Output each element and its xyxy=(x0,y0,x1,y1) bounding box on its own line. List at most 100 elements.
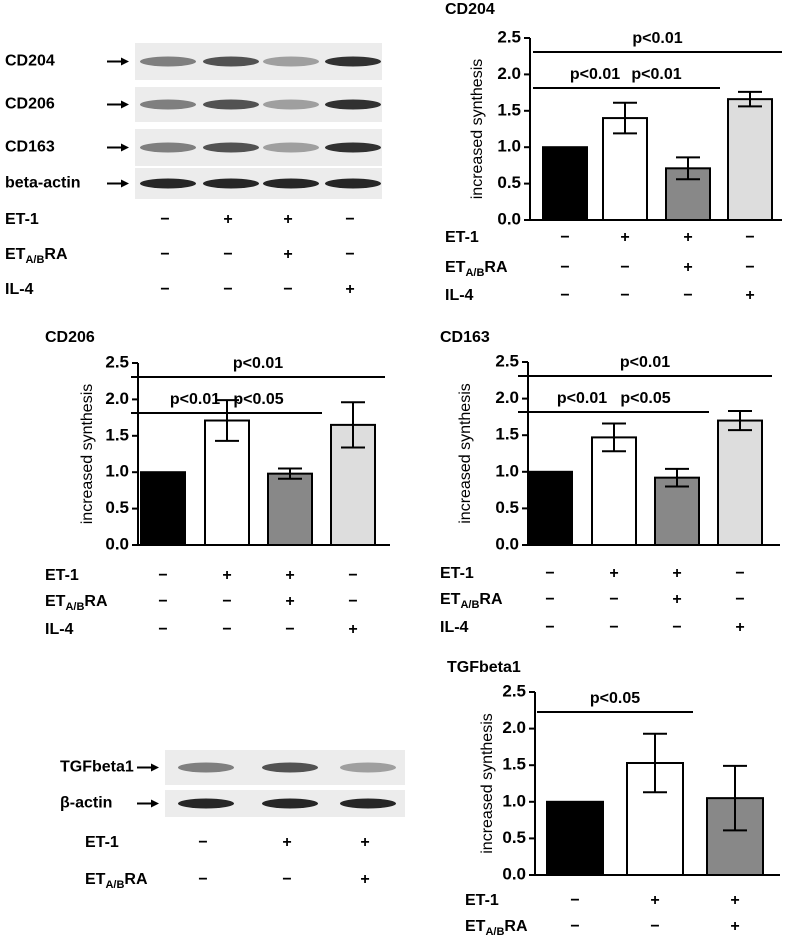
chart-title: CD204 xyxy=(445,1,495,18)
treatment-rest: RA xyxy=(44,246,68,263)
error-bar xyxy=(738,90,762,108)
significance-label: p<0.01 xyxy=(233,355,283,372)
treatment-sign: − xyxy=(560,287,569,304)
bar xyxy=(546,800,604,876)
treatment-sign: − xyxy=(745,259,754,276)
treatment-name: ET-1 xyxy=(440,565,474,582)
significance-label: p<0.05 xyxy=(620,390,670,407)
treatment-sign: − xyxy=(345,246,354,263)
treatment-sign: + xyxy=(620,229,629,246)
chart-title: TGFbeta1 xyxy=(447,659,521,676)
y-tick-label: 1.5 xyxy=(502,755,526,774)
treatment-label: ETA/BRA xyxy=(45,593,108,613)
bar xyxy=(267,472,313,547)
treatment-sign: − xyxy=(560,259,569,276)
y-axis-label: increased synthesis xyxy=(79,384,96,525)
treatment-sub: A/B xyxy=(105,879,124,891)
treatment-sign: − xyxy=(158,593,167,610)
y-tick-label: 2.0 xyxy=(495,388,519,407)
y-tick-label: 0.0 xyxy=(105,534,129,553)
treatment-sign: − xyxy=(158,621,167,638)
treatment-sign: − xyxy=(620,259,629,276)
y-tick-label: 1.5 xyxy=(497,100,521,119)
y-tick-label: 1.0 xyxy=(502,791,526,810)
bar xyxy=(542,146,588,221)
treatment-sign: − xyxy=(620,287,629,304)
bar xyxy=(727,98,773,221)
treatment-label: ET-1 xyxy=(5,211,39,228)
treatment-name: ET-1 xyxy=(85,834,119,851)
significance-label: p<0.05 xyxy=(233,391,283,408)
treatment-rest: RA xyxy=(484,259,508,276)
treatment-rest: RA xyxy=(124,871,148,888)
treatment-sub: A/B xyxy=(465,267,484,279)
treatment-sign: − xyxy=(545,591,554,608)
bar xyxy=(706,797,764,877)
blot-arrowhead xyxy=(121,100,129,109)
treatment-sign: + xyxy=(222,567,231,584)
treatment-sign: + xyxy=(683,229,692,246)
y-tick-label: 2.0 xyxy=(105,389,129,408)
treatment-sign: − xyxy=(160,246,169,263)
significance-label: p<0.01 xyxy=(170,391,220,408)
blot-band xyxy=(140,99,196,110)
error-bar xyxy=(602,422,626,453)
treatment-name: ET xyxy=(45,593,66,610)
treatment-sign: − xyxy=(570,892,579,909)
treatment-label: IL-4 xyxy=(445,287,474,304)
error-bar xyxy=(341,401,365,449)
y-tick-label: 0.0 xyxy=(497,209,521,228)
treatment-label: ET-1 xyxy=(440,565,474,582)
y-tick-label: 2.5 xyxy=(105,352,129,371)
y-tick-label: 1.0 xyxy=(497,137,521,156)
treatment-sign: + xyxy=(348,621,357,638)
treatment-sign: − xyxy=(745,229,754,246)
y-tick-label: 1.5 xyxy=(495,425,519,444)
y-tick-label: 1.0 xyxy=(105,462,129,481)
y-tick-label: 2.5 xyxy=(497,27,521,46)
treatment-sub: A/B xyxy=(65,601,84,613)
treatment-label: ETA/BRA xyxy=(445,259,508,279)
y-tick-label: 0.5 xyxy=(105,498,129,517)
blot-arrowhead xyxy=(121,179,129,188)
treatment-label: ETA/BRA xyxy=(5,246,68,266)
treatment-name: IL-4 xyxy=(45,621,74,638)
treatment-name: IL-4 xyxy=(440,619,469,636)
y-tick-label: 1.0 xyxy=(495,461,519,480)
y-tick-label: 0.0 xyxy=(495,534,519,553)
treatment-sign: − xyxy=(735,565,744,582)
treatment-sign: + xyxy=(730,892,739,909)
blot-row-label: CD206 xyxy=(5,96,55,113)
blot-band xyxy=(325,99,381,110)
bar xyxy=(527,470,573,546)
blot-band xyxy=(140,142,196,153)
error-bar xyxy=(278,467,302,480)
treatment-sign: − xyxy=(282,871,291,888)
error-bar xyxy=(643,732,667,794)
treatment-sign: − xyxy=(609,619,618,636)
bar xyxy=(591,436,637,546)
treatment-name: ET-1 xyxy=(45,567,79,584)
treatment-sign: − xyxy=(223,281,232,298)
treatment-sign: − xyxy=(198,871,207,888)
treatment-sign: + xyxy=(282,834,291,851)
error-bar xyxy=(723,764,747,832)
blot-band xyxy=(262,798,318,809)
significance-label: p<0.01 xyxy=(632,30,682,47)
treatment-sign: − xyxy=(160,211,169,228)
y-tick-label: 2.5 xyxy=(502,681,526,700)
treatment-label: ETA/BRA xyxy=(465,918,528,938)
blot-band xyxy=(203,56,259,67)
blot-band xyxy=(262,762,318,773)
error-bar xyxy=(215,399,239,442)
blot-band xyxy=(325,142,381,153)
treatment-sign: + xyxy=(283,246,292,263)
treatment-name: ET xyxy=(85,871,106,888)
treatment-sign: − xyxy=(160,281,169,298)
significance-label: p<0.05 xyxy=(590,690,640,707)
treatment-sign: + xyxy=(223,211,232,228)
blot-band xyxy=(203,99,259,110)
blot-band xyxy=(263,142,319,153)
treatment-sign: − xyxy=(650,918,659,935)
treatment-sign: − xyxy=(570,918,579,935)
